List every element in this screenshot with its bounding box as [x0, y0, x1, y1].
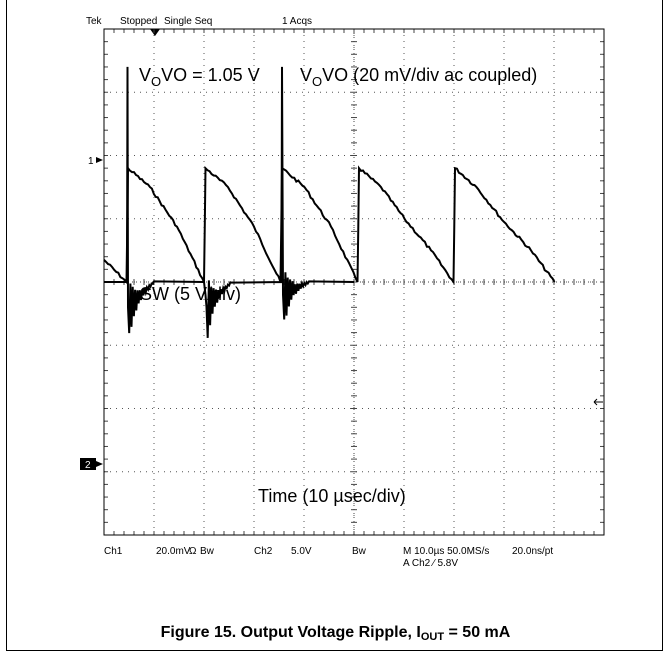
ch1-readout-label: Ch1: [104, 546, 123, 557]
figure-caption: Figure 15. Output Voltage Ripple, IOUT =…: [0, 624, 671, 643]
ch1-marker-icon: [96, 157, 103, 163]
figure-frame: [6, 0, 663, 651]
scope-acq-count: 1 Acqs: [282, 16, 312, 27]
ch2-readout-label: Ch2: [254, 546, 273, 557]
sw-node-trace: [104, 66, 355, 338]
trigger-readout: A Ch2 ⁄ 5.8V: [403, 558, 458, 569]
timebase-readout: M 10.0µs 50.0MS/s: [403, 546, 489, 557]
ch1-marker-label: 1: [88, 156, 94, 167]
sw-scale-annotation: SW (5 V/div): [140, 284, 241, 304]
caption-suffix: = 50 mA: [444, 624, 511, 641]
ch1-coupling-readout: Ω: [189, 546, 197, 557]
oscilloscope-capture: Tek Stopped Single Seq 1 Acqs 1 2 VOVO =…: [80, 16, 605, 569]
vo-level-annotation: VOVO = 1.05 V: [139, 65, 260, 89]
vo-ripple-trace: [103, 165, 556, 286]
scope-state: Stopped: [120, 16, 157, 27]
ch1-scale-readout: 20.0mV: [156, 546, 191, 557]
ch1-bw-readout: Bw: [200, 546, 215, 557]
caption-prefix: Figure 15. Output Voltage Ripple, I: [160, 624, 421, 641]
ch2-marker-icon: [96, 461, 103, 467]
x-axis-label: Time (10 µsec/div): [258, 486, 406, 506]
ch2-marker-box: [80, 458, 96, 470]
ch2-marker-label: 2: [85, 460, 91, 471]
resolution-readout: 20.0ns/pt: [512, 546, 553, 557]
trigger-position-icon: [150, 29, 160, 36]
scope-brand: Tek: [86, 16, 103, 27]
trigger-level-icon: [593, 398, 603, 406]
trace-layer: [103, 66, 556, 338]
caption-subscript: OUT: [420, 631, 445, 643]
ch2-scale-readout: 5.0V: [291, 546, 312, 557]
ch2-bw-readout: Bw: [352, 546, 367, 557]
scope-mode: Single Seq: [164, 16, 212, 27]
vo-scale-annotation: VOVO (20 mV/div ac coupled): [300, 65, 537, 89]
